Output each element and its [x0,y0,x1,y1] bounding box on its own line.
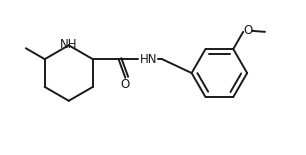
Text: O: O [244,24,253,37]
Text: HN: HN [140,53,157,66]
Text: NH: NH [60,38,77,51]
Text: O: O [121,78,130,91]
